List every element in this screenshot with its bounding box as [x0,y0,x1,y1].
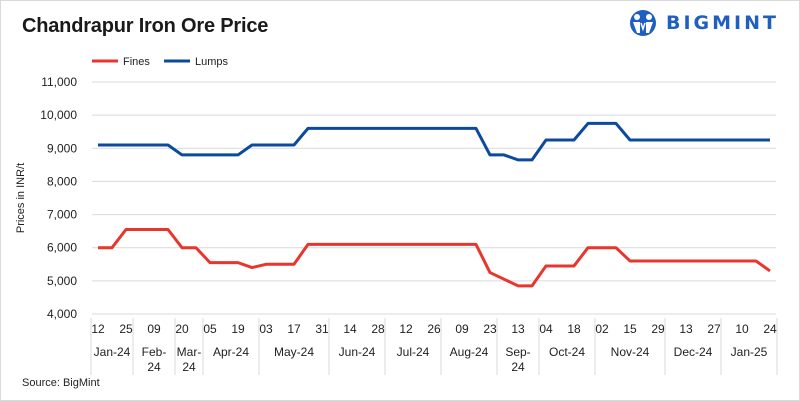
chart-title: Chandrapur Iron Ore Price [22,15,269,37]
y-tick-label: 8,000 [47,174,77,188]
month-label: Sep-24 [505,345,531,374]
x-tick-label: 09 [147,322,161,336]
x-tick-label: 20 [175,322,189,336]
x-tick-label: 19 [231,322,245,336]
x-tick-label: 02 [595,322,609,336]
x-tick-label: 23 [483,322,497,336]
series-line-lumps [98,121,770,162]
x-tick-label: 26 [427,322,441,336]
legend-label-fines: Fines [123,56,150,68]
x-tick-label: 15 [623,322,637,336]
source-note: Source: BigMint [22,377,100,389]
bigmint-logo-icon [630,10,656,36]
x-tick-label: 14 [343,322,357,336]
y-tick-label: 9,000 [47,141,77,155]
x-tick-label: 13 [679,322,693,336]
legend-label-lumps: Lumps [195,56,229,68]
x-tick-label: 05 [203,322,217,336]
x-tick-label: 29 [651,322,665,336]
series-line-fines [98,227,771,288]
x-tick-label: 25 [119,322,133,336]
x-tick-label: 17 [287,322,301,336]
bigmint-logo: BIGMINT [628,9,779,37]
x-tick-label: 24 [763,322,777,336]
y-tick-label: 5,000 [47,274,77,288]
y-tick-label: 11,000 [41,75,77,89]
month-label: Apr-24 [212,345,250,359]
month-label: Aug-24 [449,345,489,359]
month-label: Dec-24 [673,345,713,359]
x-tick-label: 10 [735,322,749,336]
y-tick-label: 7,000 [47,208,77,222]
month-label: Jan-24 [93,345,131,359]
x-tick-label: 31 [315,322,329,336]
month-label: Nov-24 [610,345,650,359]
y-tick-label: 10,000 [40,108,77,122]
month-label: Jan-25 [730,345,768,359]
x-tick-label: 12 [91,322,105,336]
month-label: Jul-24 [396,345,430,359]
x-tick-label: 28 [371,322,385,336]
x-tick-label: 04 [539,322,553,336]
y-tick-label: 6,000 [47,241,77,255]
month-label: May-24 [273,345,314,359]
x-tick-label: 03 [259,322,273,336]
x-tick-label: 18 [567,322,581,336]
x-tick-label: 09 [455,322,469,336]
x-tick-label: 12 [399,322,413,336]
month-label: Oct-24 [548,345,585,359]
month-label: Jun-24 [338,345,376,359]
month-label: Mar-24 [176,345,202,374]
logo-text: BIGMINT [666,12,779,34]
x-tick-label: 27 [707,322,721,336]
y-axis-label: Prices in INR/t [15,163,27,233]
x-tick-label: 13 [511,322,525,336]
month-label: Feb-24 [141,345,167,374]
y-tick-label: 4,000 [47,307,77,321]
